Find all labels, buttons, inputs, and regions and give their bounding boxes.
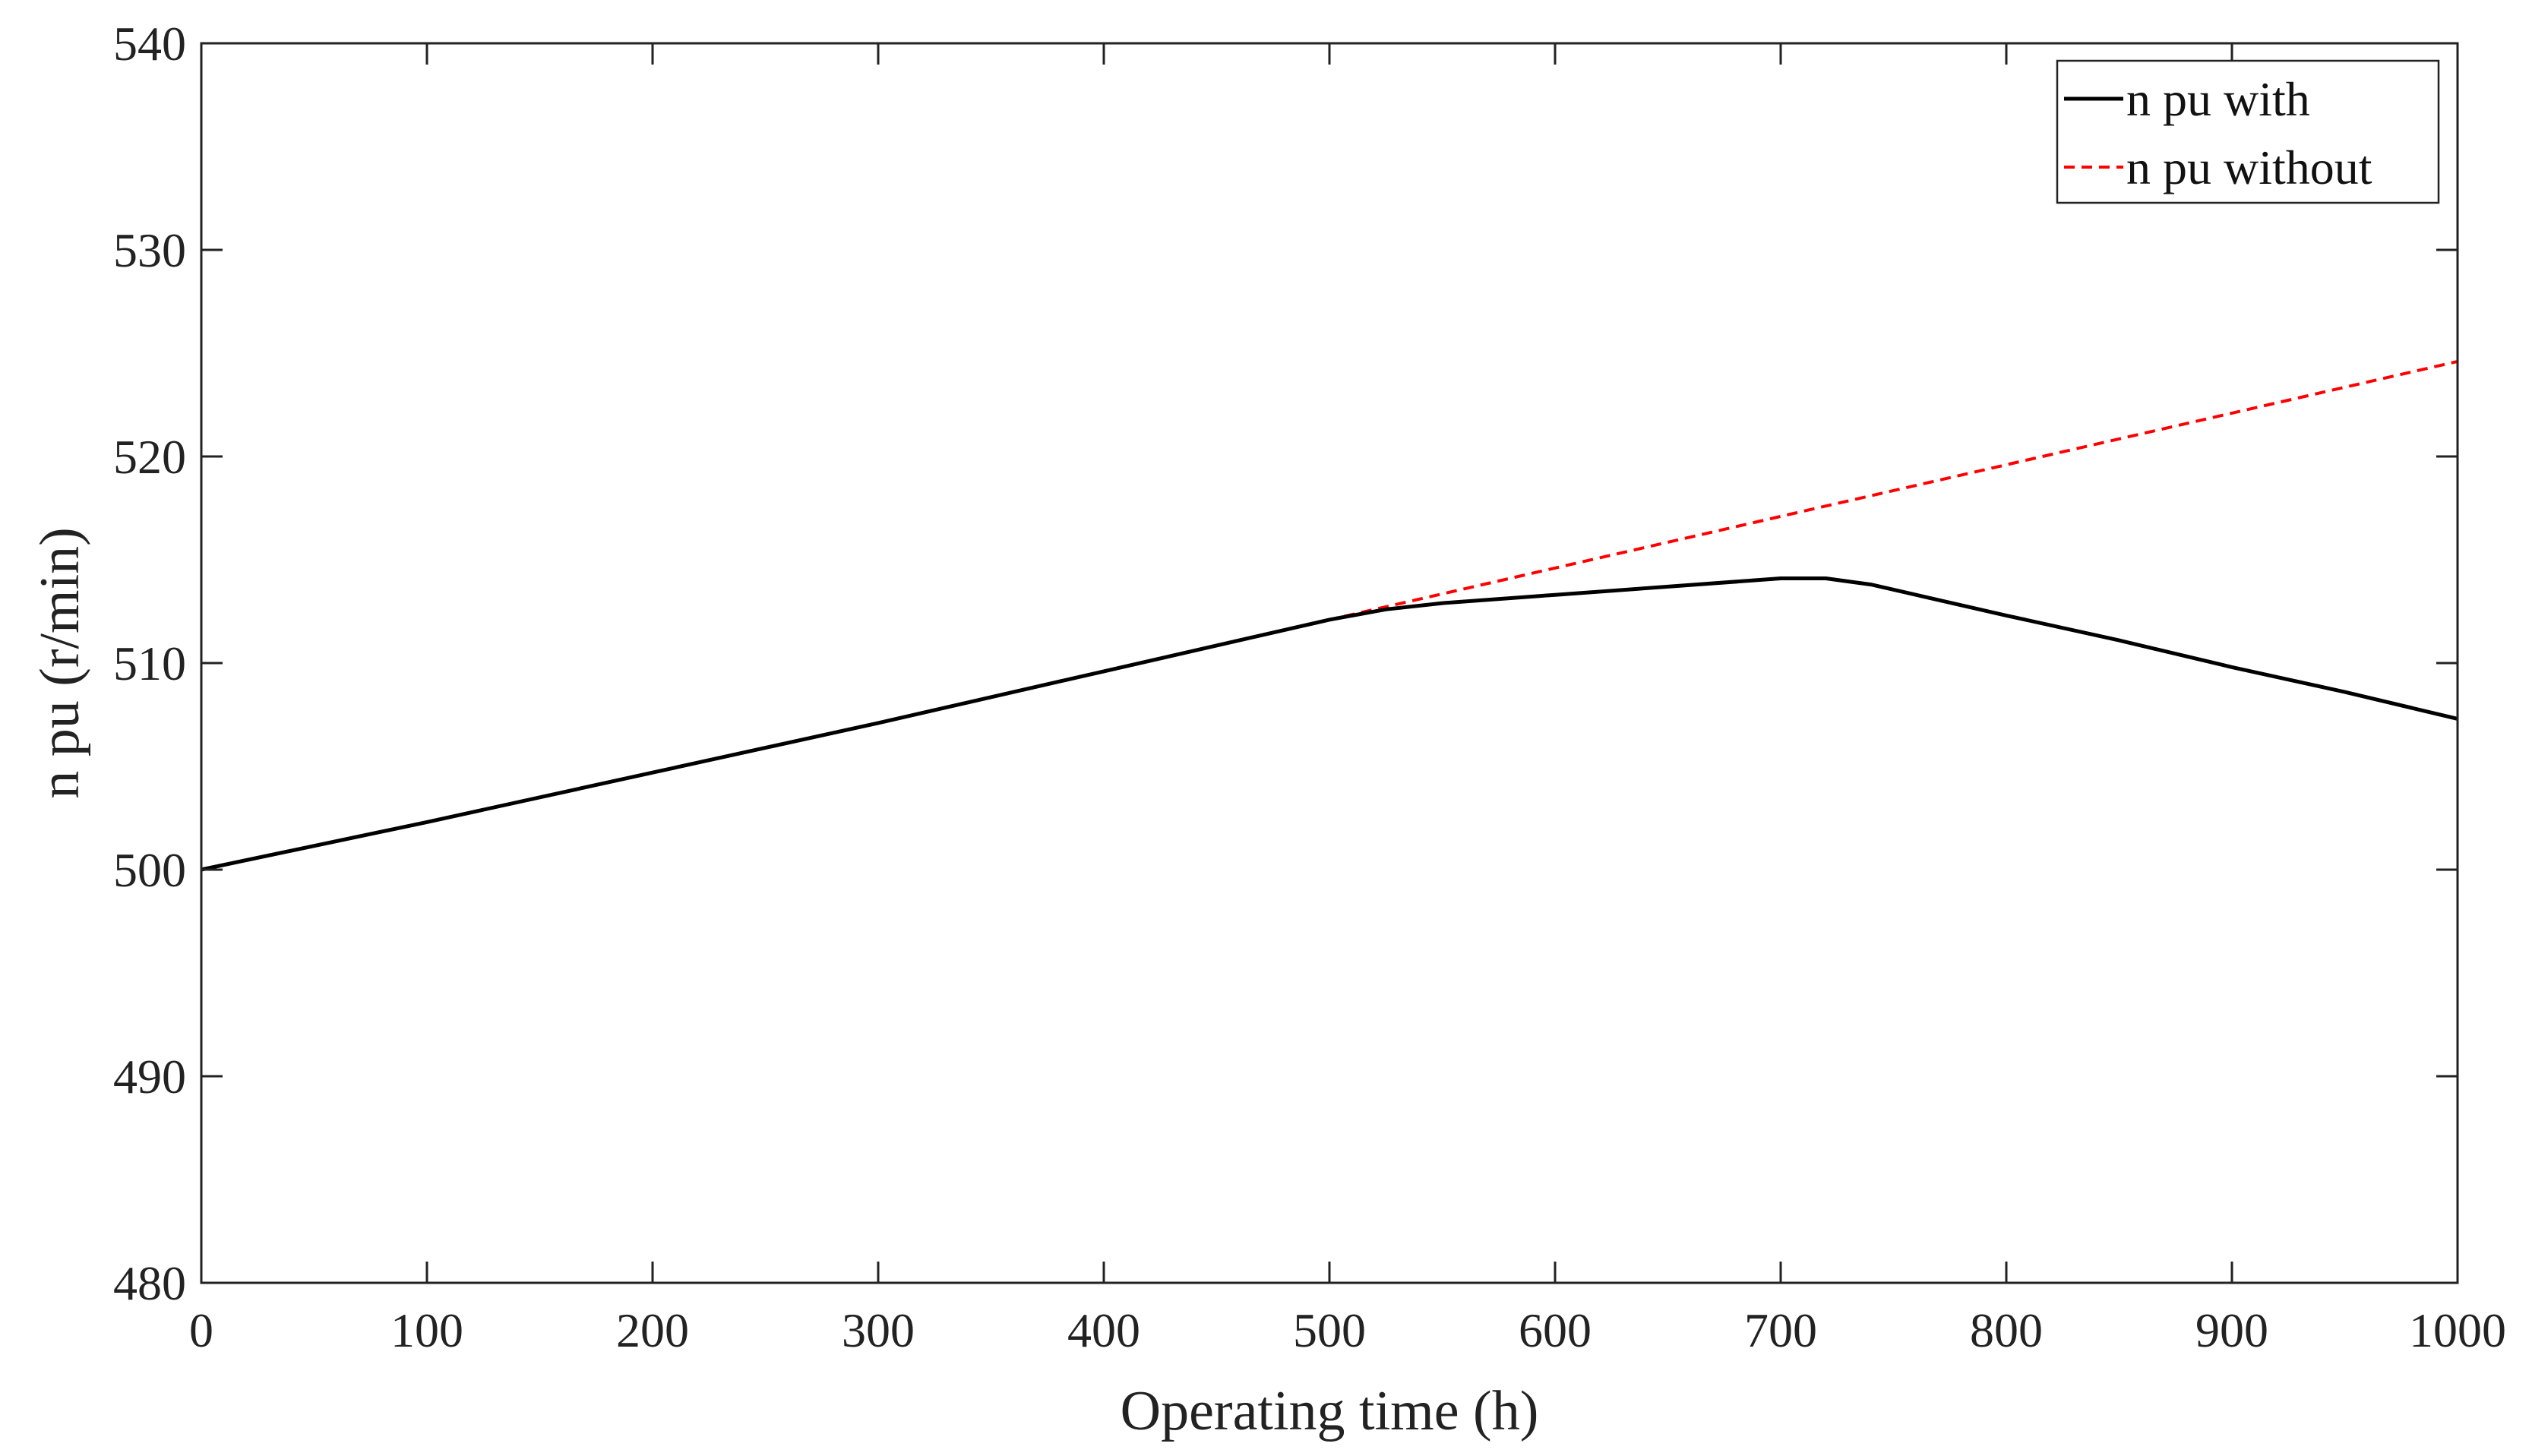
x-tick-label: 300 — [842, 1303, 915, 1357]
x-tick-label: 700 — [1744, 1303, 1817, 1357]
legend-box — [2056, 59, 2440, 204]
y-tick-label: 480 — [113, 1256, 186, 1310]
plot-background — [201, 43, 2458, 1283]
y-tick-label: 510 — [113, 636, 186, 690]
x-axis-label: Operating time (h) — [1121, 1380, 1539, 1442]
x-tick-label: 1000 — [2409, 1303, 2506, 1357]
x-tick-label: 500 — [1293, 1303, 1366, 1357]
x-tick-label: 600 — [1519, 1303, 1592, 1357]
x-tick-label: 900 — [2195, 1303, 2268, 1357]
series-line-with — [201, 576, 2458, 872]
y-tick-labels: 480 490 500 510 520 530 540 — [113, 17, 186, 1310]
x-tick-label: 400 — [1067, 1303, 1140, 1357]
y-tick-label: 500 — [113, 843, 186, 897]
legend-label-with: n pu with — [2126, 72, 2310, 126]
ticks-layer — [200, 42, 2459, 1284]
legend-label-without: n pu without — [2126, 141, 2372, 194]
x-tick-label: 0 — [189, 1303, 213, 1357]
x-tick-label: 800 — [1970, 1303, 2043, 1357]
y-tick-label: 490 — [113, 1050, 186, 1104]
y-tick-label: 520 — [113, 430, 186, 484]
x-tick-labels: 0 100 200 300 400 500 600 700 800 900 1000 — [189, 1303, 2506, 1357]
legend: n pu with n pu without — [2056, 59, 2440, 204]
x-tick-label: 200 — [616, 1303, 689, 1357]
x-tick-label: 100 — [390, 1303, 463, 1357]
y-tick-label: 540 — [113, 17, 186, 71]
y-tick-label: 530 — [113, 223, 186, 277]
series-layer — [201, 359, 2458, 872]
y-axis-label: n pu (r/min) — [29, 527, 91, 799]
